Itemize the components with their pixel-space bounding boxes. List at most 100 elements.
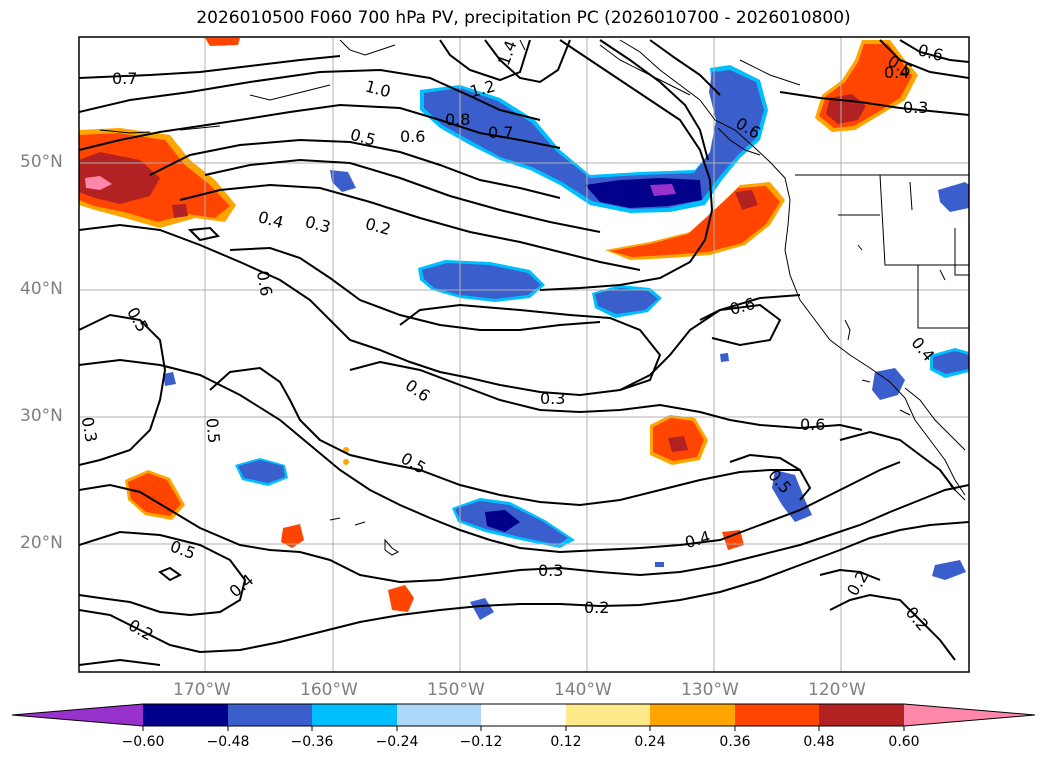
contour-label: 0.3 — [78, 415, 101, 443]
lon-label: 170°W — [173, 680, 231, 700]
precip-area — [650, 184, 676, 196]
precip-area — [238, 460, 285, 483]
map-panel: 0.7 1.0 1.2 1.4 0.8 0.7 0.5 0.6 0.4 0.3 … — [78, 36, 970, 673]
colorbar-tick-label: 0.60 — [888, 734, 920, 750]
contour-label: 0.6 — [728, 294, 758, 319]
contour-label: 0.6 — [402, 375, 434, 405]
colorbar-segment — [819, 704, 904, 726]
contour-line — [209, 366, 800, 507]
precip-area — [424, 70, 764, 209]
contour-line — [349, 360, 863, 431]
precip-area — [735, 190, 758, 210]
contour-label: 0.3 — [303, 212, 333, 237]
contour-label: 0.5 — [168, 536, 198, 563]
contour-label: 0.5 — [123, 304, 152, 336]
precip-area — [205, 38, 240, 46]
lat-label: 20°N — [20, 533, 63, 553]
contour-line — [699, 303, 782, 347]
lat-label: 30°N — [20, 406, 63, 426]
precip-area — [79, 152, 160, 204]
contour-line — [79, 103, 561, 151]
precip-area — [585, 178, 702, 208]
contour-line — [179, 183, 641, 271]
colorbar-tick-label: −0.12 — [459, 734, 503, 750]
precip-area — [422, 263, 541, 299]
contour-label: 0.3 — [903, 98, 928, 117]
contour-label: 0.5 — [202, 417, 223, 444]
precip-area — [872, 368, 905, 400]
contour-label: 0.7 — [112, 69, 137, 88]
precip-area — [281, 524, 304, 548]
colorbar-tick-label: −0.48 — [206, 734, 250, 750]
contour-line — [79, 313, 167, 466]
precip-area — [470, 598, 494, 620]
precip-area — [330, 170, 356, 192]
contour-label: 1.4 — [494, 38, 521, 68]
precip-area — [932, 560, 966, 580]
contour-label: 0.6 — [400, 127, 425, 146]
precip-area — [668, 436, 688, 452]
contour-line — [158, 566, 182, 582]
coastlines — [99, 39, 969, 556]
contour-line — [79, 483, 969, 584]
lon-label: 160°W — [300, 680, 358, 700]
contour-line — [204, 158, 601, 233]
lon-label: 150°W — [427, 680, 485, 700]
contour-line — [79, 658, 161, 666]
precip-area — [85, 176, 112, 190]
precip-area — [163, 372, 176, 386]
contour-label: 0.2 — [363, 214, 393, 239]
lon-label: 130°W — [681, 680, 739, 700]
contour-label: 0.4 — [884, 63, 909, 82]
colorbar-extend-low — [12, 704, 143, 726]
contour-line — [649, 39, 721, 96]
colorbar-tick-label: −0.60 — [121, 734, 165, 750]
colorbar-segment — [481, 704, 566, 726]
contour-label: 0.6 — [916, 40, 946, 65]
colorbar-tick-label: −0.36 — [290, 734, 334, 750]
contour-line — [829, 593, 956, 661]
colorbar-tick-label: 0.48 — [803, 734, 835, 750]
precip-area — [610, 186, 780, 257]
contour-label: 0.2 — [584, 598, 609, 617]
contour-label: 1.0 — [363, 76, 393, 101]
contour-line — [399, 303, 662, 391]
colorbar-segment — [228, 704, 312, 726]
contour-line — [819, 568, 881, 581]
contour-labels: 0.7 1.0 1.2 1.4 0.8 0.7 0.5 0.6 0.4 0.3 … — [78, 38, 946, 645]
precip-area — [938, 182, 969, 212]
contour-line — [229, 246, 601, 331]
contour-label: 0.5 — [398, 448, 430, 477]
contour-line — [79, 55, 341, 79]
precip-area — [933, 351, 969, 374]
contour-label: 0.4 — [226, 570, 258, 601]
contour-line — [899, 39, 969, 63]
colorbar-segment — [566, 704, 650, 726]
precip-area — [172, 204, 188, 218]
precip-area — [343, 459, 349, 465]
colorbar-extend-high — [904, 704, 1035, 726]
colorbar-segment — [650, 704, 735, 726]
precip-area — [655, 562, 664, 567]
colorbar-segment — [143, 704, 228, 726]
contour-line — [879, 39, 969, 79]
contour-line — [79, 223, 801, 397]
lon-label: 140°W — [554, 680, 612, 700]
lat-label: 50°N — [20, 152, 63, 172]
contour-line — [79, 530, 247, 617]
contour-line — [779, 91, 969, 116]
precip-area — [722, 530, 744, 550]
precip-negative-areas — [163, 65, 969, 620]
contour-line — [599, 39, 709, 161]
contour-label: 0.2 — [125, 615, 157, 644]
contour-label: 0.4 — [256, 207, 286, 232]
contour-line — [439, 39, 531, 82]
contour-line — [149, 138, 561, 199]
contour-label: 0.3 — [538, 561, 563, 580]
colorbar-segment — [312, 704, 397, 726]
contour-line — [79, 521, 969, 654]
contour-line — [79, 68, 541, 121]
graticule — [79, 37, 969, 672]
contour-label: 0.2 — [843, 568, 872, 600]
colorbar-segment — [397, 704, 481, 726]
